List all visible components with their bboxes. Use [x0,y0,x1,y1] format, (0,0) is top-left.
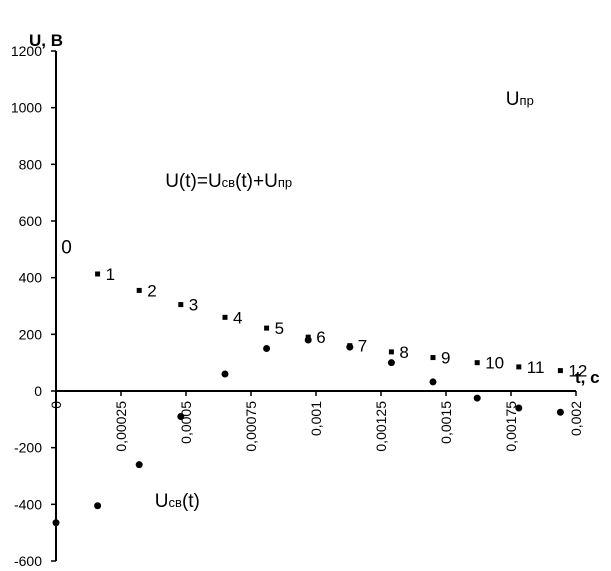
round-point [473,394,481,402]
round-point [177,413,185,420]
axes [51,50,577,562]
square-point [516,364,522,370]
square-point [95,271,101,277]
x-axis-title: t, c [575,368,600,387]
round-point [263,345,271,352]
square-point [136,287,142,293]
y-tick-label: 800 [19,156,43,172]
tick-labels: -600 -400 -200 0 200 400 600 800 1000 1200 0 0,0002… [11,43,584,569]
x-tick-label: 0 [48,401,64,409]
point-number-label: 11 [527,358,545,377]
y-tick-label: -200 [14,440,42,456]
square-point [557,368,563,374]
y-tick-label: -400 [14,496,42,512]
round-point [221,370,229,378]
point-number-label: 10 [485,354,504,373]
y-tick-label: 400 [19,270,43,286]
annotation-label: Uпр [506,89,534,110]
point-number-label: 8 [399,343,408,362]
round-point [52,519,60,527]
annotation-label: 0 [61,238,72,259]
y-tick-label: 1000 [11,100,42,116]
y-tick-label: -600 [14,553,42,569]
x-tick-label: 0,00075 [243,401,259,452]
point-number-label: 2 [147,281,156,300]
round-point [304,336,312,344]
y-tick-label: 1200 [11,43,42,59]
round-point [515,404,523,412]
square-point [474,360,480,366]
round-point [135,461,143,469]
y-axis-title: U, B [29,31,63,50]
point-number-label: 9 [441,349,450,368]
square-point [430,355,436,361]
round-point [387,359,395,367]
round-point [94,502,102,510]
annotation-label: Uсв(t) [155,491,200,512]
x-tick-label: 0,00125 [373,401,389,452]
annotations: 0 Uпр U(t)=Uсв(t)+Uпр Uсв(t) [61,89,534,512]
x-tick-label: 0,001 [308,401,324,436]
point-number-label: 7 [358,337,367,356]
x-tick-label: 0,002 [568,401,584,436]
x-tick-label: 0,00025 [113,401,129,452]
y-tick-label: 0 [34,383,42,399]
y-tick-label: 600 [19,213,43,229]
point-number-label: 4 [233,308,242,327]
x-tick-label: 0,0005 [178,401,194,444]
square-point [178,302,184,308]
point-number-label: 1 [106,265,115,284]
x-tick-label: 0,0015 [438,401,454,444]
round-point [556,408,564,416]
round-point [346,343,354,351]
x-tick-label: 0,00175 [503,401,519,452]
y-tick-label: 200 [19,326,43,342]
square-point [388,349,394,355]
square-point [222,314,228,320]
data-points [52,271,564,527]
point-number-label: 3 [189,296,198,315]
point-number-label: 5 [275,319,284,338]
annotation-label: U(t)=Uсв(t)+Uпр [165,171,292,192]
point-number-label: 6 [316,328,325,347]
point-number-label: 12 [568,362,587,381]
square-point [264,325,270,331]
round-point [429,378,437,386]
